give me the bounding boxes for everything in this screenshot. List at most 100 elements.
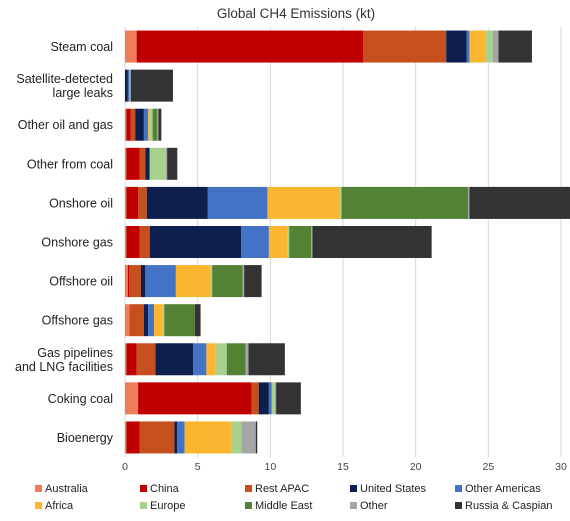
x-tick-label: 10 <box>264 461 276 473</box>
x-tick-label: 5 <box>195 461 201 473</box>
bar-segment <box>156 108 159 141</box>
bar-segment <box>152 108 157 141</box>
bar-segment <box>139 226 150 258</box>
bar-segment <box>467 186 470 219</box>
legend-label: Rest APAC <box>255 483 309 495</box>
bar-segment <box>244 265 262 298</box>
bar-segment <box>125 382 139 415</box>
category-label: Coking coal <box>48 392 113 406</box>
legend-swatch <box>35 485 42 492</box>
legend-label: Africa <box>45 500 74 512</box>
bar-segment <box>154 304 163 337</box>
bar-segment <box>212 265 243 298</box>
legend-swatch <box>245 485 252 492</box>
bar-segment <box>193 343 207 376</box>
bar-segment <box>143 304 149 337</box>
category-label: large leaks <box>53 86 113 100</box>
legend-swatch <box>140 502 147 509</box>
bar-segment <box>466 30 470 63</box>
legend-swatch <box>455 485 462 492</box>
bar-segment <box>164 304 195 337</box>
bar-segment <box>312 226 432 258</box>
legend-swatch <box>455 502 462 509</box>
bar-segment <box>245 343 249 376</box>
x-tick-label: 30 <box>555 461 567 473</box>
bar-segment <box>135 108 144 141</box>
category-label: Offshore gas <box>42 314 113 328</box>
bar-segment <box>251 382 259 415</box>
bar-segment <box>148 304 155 337</box>
bar-segment <box>215 343 227 376</box>
bar-segment <box>492 30 499 63</box>
bar-segment <box>126 343 137 376</box>
bar-segment <box>130 108 136 141</box>
bar-segment <box>276 382 301 415</box>
bar-segment <box>125 265 128 298</box>
legend-label: Other <box>360 500 388 512</box>
category-label: Offshore oil <box>49 275 113 289</box>
bar-segment <box>267 186 341 219</box>
bar-segment <box>136 30 364 63</box>
bar-segment <box>155 343 194 376</box>
bar-segment <box>149 108 153 141</box>
bar-segment <box>125 30 137 63</box>
bar-segment <box>138 186 147 219</box>
bar-segment <box>136 343 156 376</box>
x-tick-labels: 0 5 10 15 20 25 30 <box>122 461 567 473</box>
bar-segment <box>125 421 127 454</box>
bar-segment <box>129 69 131 102</box>
legend-label: Other Americas <box>465 483 541 495</box>
bar-segment <box>248 343 285 376</box>
legend-label: United States <box>360 483 427 495</box>
bar-segment <box>485 30 493 63</box>
bar-segment <box>184 421 232 454</box>
category-label: Onshore gas <box>41 236 113 250</box>
bar-segment <box>126 421 140 454</box>
bar-segment <box>268 226 288 258</box>
x-tick-label: 25 <box>482 461 494 473</box>
legend-label: Australia <box>45 483 89 495</box>
bar-segment <box>177 421 185 454</box>
bar-segment <box>258 382 269 415</box>
bar-segment <box>129 304 144 337</box>
bar-segment <box>162 304 165 337</box>
bar-segment <box>148 108 150 141</box>
legend-swatch <box>350 485 357 492</box>
bar-segment <box>274 382 277 415</box>
category-label: Other from coal <box>27 157 113 171</box>
category-label: Onshore oil <box>49 196 113 210</box>
bar-segment <box>207 186 268 219</box>
bar-segment <box>255 421 258 454</box>
bar-segment <box>126 147 140 180</box>
legend-swatch <box>350 502 357 509</box>
bar-segment <box>127 265 130 298</box>
bar-segment <box>469 186 570 219</box>
bar-segment <box>241 421 256 454</box>
legend-label: China <box>150 483 180 495</box>
bar-segment <box>125 147 127 180</box>
bar-segment <box>226 343 246 376</box>
bar-segment <box>126 186 139 219</box>
category-label: Other oil and gas <box>18 118 113 132</box>
bar-segment <box>175 265 211 298</box>
legend-label: Middle East <box>255 500 312 512</box>
bar-segment <box>363 30 447 63</box>
category-label: Steam coal <box>50 40 113 54</box>
bar-segment <box>158 108 162 141</box>
bar-segment <box>446 30 467 63</box>
legend-swatch <box>35 502 42 509</box>
legend-label: Russia & Caspian <box>465 500 552 512</box>
bar-segment <box>138 382 252 415</box>
bar-segment <box>241 226 269 258</box>
category-label: and LNG facilities <box>15 360 113 374</box>
legend-swatch <box>140 485 147 492</box>
bar-segment <box>139 421 175 454</box>
bars <box>125 30 570 454</box>
x-tick-label: 0 <box>122 461 128 473</box>
chart-title: Global CH4 Emissions (kt) <box>217 6 375 21</box>
bar-segment <box>268 382 272 415</box>
bar-segment <box>340 186 342 219</box>
x-tick-label: 15 <box>337 461 349 473</box>
